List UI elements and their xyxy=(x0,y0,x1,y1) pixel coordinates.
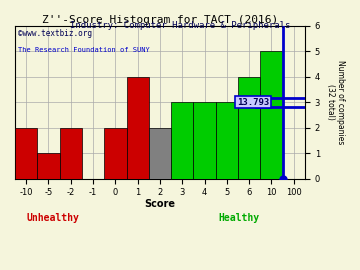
Bar xyxy=(171,102,193,178)
Bar xyxy=(193,102,216,178)
Bar xyxy=(149,128,171,178)
Bar xyxy=(37,153,60,178)
X-axis label: Score: Score xyxy=(144,199,175,209)
Text: Healthy: Healthy xyxy=(218,213,259,223)
Title: Z''-Score Histogram for TACT (2016): Z''-Score Histogram for TACT (2016) xyxy=(42,15,278,25)
Bar xyxy=(126,77,149,178)
Text: The Research Foundation of SUNY: The Research Foundation of SUNY xyxy=(18,47,150,53)
Text: Unhealthy: Unhealthy xyxy=(27,213,80,223)
Text: Industry: Computer Hardware & Peripherals: Industry: Computer Hardware & Peripheral… xyxy=(70,21,290,30)
Y-axis label: Number of companies
(32 total): Number of companies (32 total) xyxy=(325,60,345,144)
Bar xyxy=(216,102,238,178)
Bar xyxy=(60,128,82,178)
Bar xyxy=(15,128,37,178)
Bar xyxy=(260,51,283,178)
Text: 13.793: 13.793 xyxy=(237,98,269,107)
Text: ©www.textbiz.org: ©www.textbiz.org xyxy=(18,29,92,38)
Bar xyxy=(238,77,260,178)
Bar xyxy=(104,128,126,178)
